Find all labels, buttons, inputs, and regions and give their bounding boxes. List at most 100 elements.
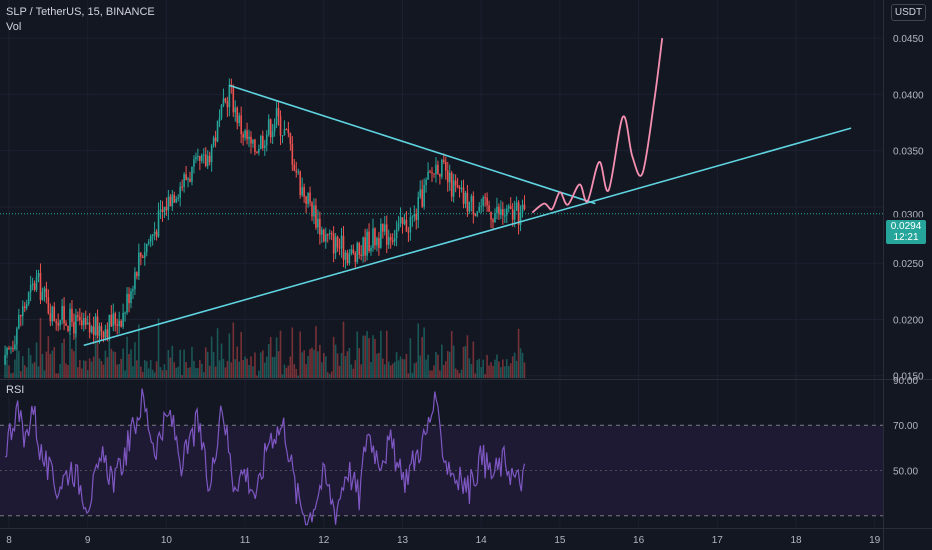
volume-bar xyxy=(405,353,408,378)
volume-bar xyxy=(291,327,294,378)
candle-body xyxy=(45,288,48,298)
volume-bar xyxy=(444,361,447,378)
candle-body xyxy=(161,209,164,213)
candle-body xyxy=(21,306,24,317)
volume-bar xyxy=(226,361,229,378)
volume-bar xyxy=(195,368,197,378)
volume-bar xyxy=(474,373,477,378)
candle-body xyxy=(446,170,449,183)
volume-bar xyxy=(421,337,423,378)
candle-body xyxy=(297,171,300,173)
volume-bar xyxy=(206,351,209,378)
volume-bar xyxy=(472,341,475,378)
volume-bar xyxy=(303,350,305,378)
volume-bar xyxy=(201,363,203,378)
volume-bar xyxy=(511,356,514,378)
candle-body xyxy=(484,197,486,199)
candle-body xyxy=(283,129,286,136)
price-axis: 0.0150 0.0200 0.0250 0.0350 0.0400 0.0450 xyxy=(893,34,924,383)
candle-body xyxy=(338,247,341,249)
volume-bar xyxy=(90,361,93,378)
volume-bar xyxy=(147,368,150,378)
candle-body xyxy=(130,291,132,304)
candle-body xyxy=(319,218,321,235)
volume-bar xyxy=(476,360,479,378)
candle-body xyxy=(311,202,313,217)
candle-body xyxy=(189,178,191,182)
volume-bar xyxy=(273,356,276,378)
candle-body xyxy=(411,216,414,218)
volume-bar xyxy=(214,366,217,378)
volume-bar xyxy=(122,348,124,378)
candle-body xyxy=(167,196,170,211)
volume-bar xyxy=(108,334,111,378)
volume-bar xyxy=(222,358,225,378)
volume-bar xyxy=(86,370,89,378)
volume-bar xyxy=(102,364,105,378)
volume-bar xyxy=(385,330,388,378)
volume-bar xyxy=(163,364,166,378)
currency-button[interactable]: USDT xyxy=(891,4,926,21)
candle-body xyxy=(372,228,374,249)
volume-bar xyxy=(307,356,309,378)
volume-bar xyxy=(151,369,154,378)
volume-bar xyxy=(220,343,223,378)
candle-body xyxy=(145,243,148,253)
volume-bar xyxy=(248,365,250,378)
volume-bar xyxy=(104,350,107,378)
candle-body xyxy=(242,134,244,138)
candle-body xyxy=(197,155,199,158)
candle-body xyxy=(149,236,152,242)
candle-body xyxy=(84,318,87,325)
volume-bar xyxy=(470,364,473,378)
volume-bar xyxy=(397,360,400,378)
volume-bar xyxy=(446,351,449,378)
volume-bar xyxy=(289,356,292,378)
volume-bar xyxy=(92,356,95,378)
trendline xyxy=(229,84,596,205)
candle-body xyxy=(492,219,494,223)
volume-bar xyxy=(75,332,77,378)
volume-bar xyxy=(126,336,128,378)
volume-bar xyxy=(246,358,248,378)
volume-bar xyxy=(39,318,42,378)
volume-bar xyxy=(136,360,138,378)
volume-bar xyxy=(507,366,510,378)
volume-bar xyxy=(368,338,370,378)
volume-bar xyxy=(301,352,303,378)
time-tick-label: 19 xyxy=(869,535,881,546)
volume-bar xyxy=(23,365,26,378)
candle-body xyxy=(334,236,337,254)
volume-bar xyxy=(287,365,290,378)
volume-bar xyxy=(45,351,48,378)
candle-body xyxy=(439,173,441,177)
candle-body xyxy=(374,228,376,246)
candle-body xyxy=(291,143,294,165)
volume-bar xyxy=(41,353,44,378)
volume-bar xyxy=(114,351,117,378)
volume-bar xyxy=(149,360,152,378)
candle-body xyxy=(222,98,225,106)
volume-bar xyxy=(94,336,97,378)
candle-body xyxy=(472,196,475,215)
volume-bar xyxy=(175,367,178,378)
time-tick-label: 10 xyxy=(161,535,173,546)
volume-bar xyxy=(189,367,191,378)
volume-bar xyxy=(297,375,300,378)
candle-body xyxy=(177,197,180,199)
candle-body xyxy=(226,101,229,108)
candle-body xyxy=(452,180,455,197)
time-tick-label: 9 xyxy=(85,535,91,546)
candle-body xyxy=(267,119,270,135)
candle-body xyxy=(285,129,288,131)
candle-body xyxy=(73,321,75,334)
candle-body xyxy=(478,206,481,212)
volume-bar xyxy=(458,373,461,378)
volume-bar xyxy=(63,338,65,378)
candle-body xyxy=(179,186,181,198)
volume-bar xyxy=(145,361,148,378)
candle-body xyxy=(220,105,223,118)
candle-body xyxy=(509,205,512,209)
candle-body xyxy=(513,210,516,220)
candle-body xyxy=(450,172,453,197)
